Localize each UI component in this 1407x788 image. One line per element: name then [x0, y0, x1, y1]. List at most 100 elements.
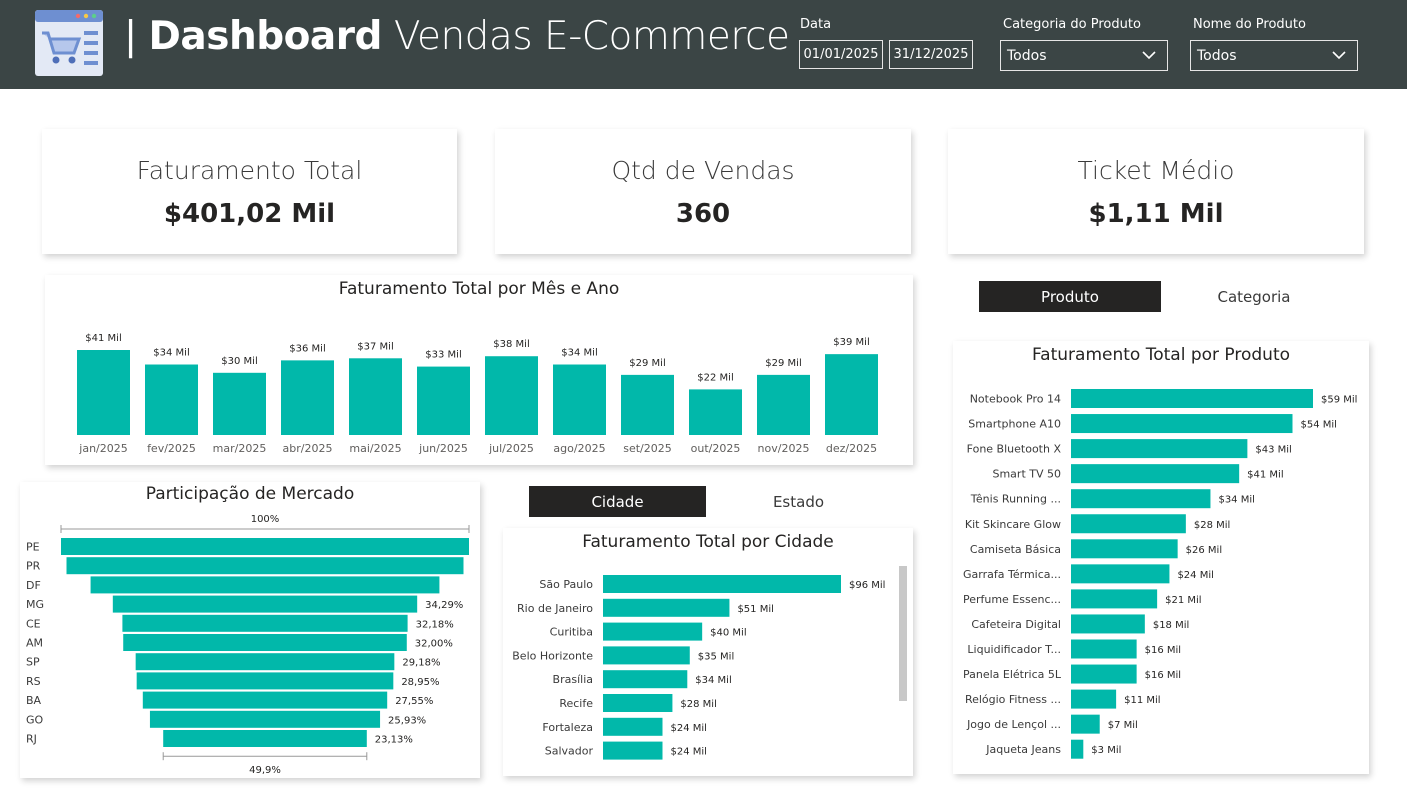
- tab-cidade[interactable]: Cidade: [529, 486, 706, 517]
- kpi-value: $401,02 Mil: [163, 199, 336, 229]
- data-label: 29,18%: [402, 658, 440, 669]
- funnel-bar: [136, 672, 394, 690]
- data-label: $40 Mil: [710, 628, 746, 639]
- bar: [281, 360, 334, 435]
- tick-label: abr/2025: [283, 442, 333, 455]
- category-label: Curitiba: [550, 626, 593, 639]
- category-label: Brasília: [553, 673, 593, 686]
- data-label: $51 Mil: [737, 604, 773, 615]
- funnel-bar: [90, 576, 440, 594]
- data-label: $34 Mil: [695, 675, 731, 686]
- ecommerce-logo-icon: [35, 10, 103, 76]
- bar: [825, 354, 878, 435]
- bar: [485, 356, 538, 435]
- category-label: AM: [26, 637, 43, 650]
- funnel-bar: [142, 691, 388, 709]
- data-label: $28 Mil: [680, 699, 716, 710]
- chevron-down-icon: [1142, 51, 1156, 60]
- bar: [603, 575, 841, 593]
- bar: [77, 350, 130, 435]
- data-label: 23,13%: [375, 735, 413, 746]
- data-label: $41 Mil: [85, 333, 121, 344]
- funnel-bar: [112, 595, 418, 613]
- bar: [1071, 664, 1137, 684]
- tab-produto[interactable]: Produto: [979, 281, 1161, 312]
- data-label: $28 Mil: [1194, 520, 1230, 531]
- bar: [1071, 739, 1084, 759]
- category-label: Kit Skincare Glow: [965, 518, 1061, 531]
- funnel-bar: [61, 538, 469, 555]
- tick-label: out/2025: [691, 442, 741, 455]
- category-filter-label: Categoria do Produto: [1003, 17, 1141, 32]
- kpi-value: $1,11 Mil: [1088, 199, 1224, 229]
- data-label: $34 Mil: [1218, 495, 1254, 506]
- kpi-card-revenue: Faturamento Total $401,02 Mil: [42, 129, 457, 254]
- date-filter-label: Data: [800, 17, 832, 32]
- product-chart-svg: Notebook Pro 14 $59 Mil Smartphone A10 $54 …: [963, 389, 1357, 759]
- category-label: Liquidificador T...: [967, 643, 1061, 656]
- tick-label: nov/2025: [758, 442, 810, 455]
- date-end-input[interactable]: 31/12/2025: [889, 40, 973, 69]
- product-filter-label: Nome do Produto: [1193, 17, 1306, 32]
- category-label: Belo Horizonte: [512, 649, 593, 662]
- product-select[interactable]: Todos: [1190, 40, 1358, 71]
- funnel-bar: [135, 653, 395, 671]
- bar: [603, 741, 663, 760]
- data-label: 32,00%: [415, 639, 453, 650]
- category-label: Cafeteira Digital: [971, 618, 1061, 631]
- data-label: $54 Mil: [1300, 420, 1336, 431]
- date-start-input[interactable]: 01/01/2025: [799, 40, 883, 69]
- category-label: BA: [26, 694, 42, 707]
- data-label: $22 Mil: [697, 372, 733, 383]
- kpi-title: Faturamento Total: [136, 156, 363, 185]
- kpi-card-ticket: Ticket Médio $1,11 Mil: [948, 129, 1364, 254]
- bar: [603, 694, 673, 712]
- category-label: DF: [26, 579, 41, 592]
- category-label: Garrafa Térmica...: [963, 568, 1061, 581]
- category-label: Rio de Janeiro: [517, 602, 593, 615]
- funnel-bar: [122, 614, 408, 632]
- kpi-title: Ticket Médio: [1077, 156, 1235, 185]
- market-share-funnel: Participação de Mercado 100% PE PR DF MG 34,2…: [20, 482, 480, 778]
- bottom-label: 49,9%: [249, 765, 281, 776]
- bar: [1071, 389, 1313, 408]
- tab-categoria[interactable]: Categoria: [1217, 287, 1291, 306]
- data-label: $30 Mil: [221, 356, 257, 367]
- scrollbar-thumb[interactable]: [899, 566, 907, 701]
- title-light: Vendas E-Commerce: [393, 14, 790, 59]
- city-chart-svg: São Paulo $96 Mil Rio de Janeiro $51 Mil Cur…: [512, 575, 885, 760]
- page-title: | Dashboard Vendas E-Commerce: [124, 14, 790, 59]
- data-label: $24 Mil: [1177, 570, 1213, 581]
- data-label: $29 Mil: [765, 358, 801, 369]
- bar: [757, 374, 810, 435]
- kpi-card-sales-count: Qtd de Vendas 360: [495, 129, 911, 254]
- data-label: $33 Mil: [425, 350, 461, 361]
- data-label: $26 Mil: [1186, 545, 1222, 556]
- category-label: Smart TV 50: [992, 468, 1061, 481]
- city-revenue-chart: Faturamento Total por Cidade São Paulo $9…: [503, 528, 913, 776]
- bar: [1071, 414, 1293, 434]
- category-label: PE: [26, 541, 40, 554]
- tick-label: mai/2025: [349, 442, 401, 455]
- data-label: $21 Mil: [1165, 595, 1201, 606]
- data-label: $16 Mil: [1145, 670, 1181, 681]
- bar: [349, 358, 402, 435]
- chevron-down-icon: [1332, 51, 1346, 60]
- data-label: $18 Mil: [1153, 620, 1189, 631]
- bar: [145, 364, 198, 435]
- bar: [1071, 589, 1158, 609]
- chart-title: Faturamento Total por Produto: [1031, 345, 1291, 365]
- category-label: GO: [26, 713, 44, 726]
- category-label: RJ: [26, 733, 37, 746]
- kpi-title: Qtd de Vendas: [611, 156, 795, 185]
- category-label: CE: [26, 617, 41, 630]
- bar: [1071, 564, 1170, 584]
- funnel-bar: [66, 557, 464, 575]
- tick-label: ago/2025: [553, 442, 605, 455]
- title-separator: |: [124, 14, 137, 59]
- tick-label: jan/2025: [78, 442, 127, 455]
- category-select[interactable]: Todos: [1000, 40, 1168, 71]
- data-label: $11 Mil: [1124, 695, 1160, 706]
- category-label: Salvador: [545, 745, 594, 758]
- tab-estado[interactable]: Estado: [772, 492, 825, 511]
